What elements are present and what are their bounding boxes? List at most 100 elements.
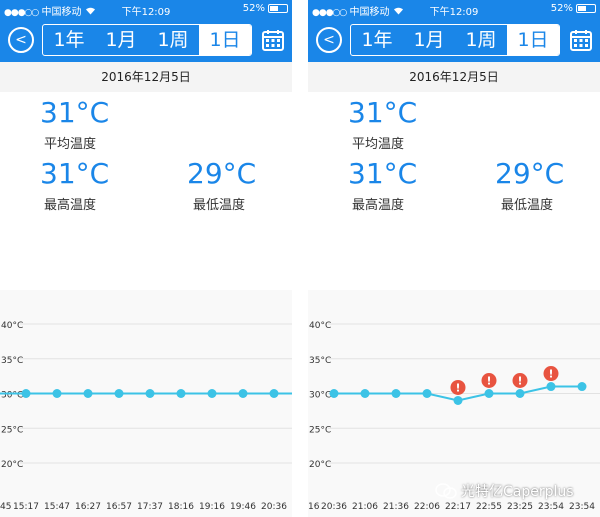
x-tick-label: 15:47 bbox=[44, 502, 70, 512]
calendar-icon[interactable] bbox=[570, 29, 592, 51]
alert-mark: ! bbox=[486, 375, 491, 388]
data-point bbox=[176, 389, 186, 398]
min-temp-value: 29°C bbox=[187, 157, 257, 190]
x-tick-label-partial: 45 bbox=[0, 502, 11, 512]
temperature-chart: 40°C 35°C 30°C 25°C 20°C!!!! 16 20:36 21:06 21:3… bbox=[308, 290, 600, 517]
max-temp-label: 最高温度 bbox=[44, 198, 97, 213]
date-display: 2016年12月5日 bbox=[0, 62, 292, 92]
y-tick-label: 25°C bbox=[309, 425, 331, 435]
temperature-line-chart: 40°C 35°C 30°C 25°C 20°C 45 15:17 15:47 16:27 16:… bbox=[0, 321, 292, 512]
x-tick-label: 21:06 bbox=[352, 502, 378, 512]
tab-1-day[interactable]: 1日 bbox=[199, 25, 251, 55]
temperature-chart: 40°C 35°C 30°C 25°C 20°C 45 15:17 15:47 16:27 16:… bbox=[0, 290, 292, 517]
alert-icon bbox=[512, 373, 528, 388]
y-tick-label: 35°C bbox=[1, 356, 23, 366]
y-tick-label: 20°C bbox=[309, 460, 331, 470]
alert-mark: ! bbox=[548, 368, 553, 381]
screenshot-divider bbox=[292, 0, 308, 517]
y-tick-label: 35°C bbox=[309, 356, 331, 366]
battery-icon bbox=[268, 4, 288, 13]
data-point bbox=[360, 389, 370, 398]
battery-percent: 52% bbox=[242, 3, 265, 14]
y-tick-label: 20°C bbox=[1, 460, 23, 470]
wechat-icon bbox=[435, 483, 457, 499]
status-bar: ●●●○○ 中国移动 下午12:09 52% bbox=[308, 0, 600, 18]
data-point bbox=[207, 389, 217, 398]
max-temp-value: 31°C bbox=[40, 157, 110, 190]
status-time: 下午12:09 bbox=[429, 7, 479, 18]
period-segmented-control: 1年 1月 1周 1日 bbox=[350, 24, 560, 56]
alert-icon bbox=[450, 379, 466, 395]
x-tick-label: 23:54 bbox=[538, 502, 564, 512]
data-point bbox=[114, 389, 124, 398]
x-tick-label: 23:54 bbox=[569, 502, 595, 512]
tab-1-year[interactable]: 1年 bbox=[53, 29, 85, 51]
max-temp-label: 最高温度 bbox=[352, 198, 405, 213]
calendar-icon[interactable] bbox=[262, 29, 284, 51]
avg-temp-label: 平均温度 bbox=[44, 137, 97, 152]
wifi-icon bbox=[85, 7, 96, 18]
x-tick-label: 22:17 bbox=[445, 502, 471, 512]
x-tick-label: 15:17 bbox=[13, 502, 39, 512]
watermark-text: 光特亿Caperplus bbox=[461, 484, 574, 500]
phone-screen-right: ●●●○○ 中国移动 下午12:09 52% < 1年 1月 1周 1日 bbox=[308, 0, 600, 517]
temperature-line-chart: 40°C 35°C 30°C 25°C 20°C!! !! 16 20:36 21:06 21:3… bbox=[308, 321, 600, 512]
nav-bar: < 1年 1月 1周 1日 bbox=[0, 18, 292, 62]
back-arrow-icon[interactable]: < bbox=[8, 27, 34, 53]
data-point bbox=[21, 389, 31, 398]
x-tick-label: 16:57 bbox=[106, 502, 132, 512]
data-point bbox=[145, 389, 155, 398]
nav-bar: < 1年 1月 1周 1日 bbox=[308, 18, 600, 62]
data-point bbox=[546, 382, 556, 392]
status-time: 下午12:09 bbox=[121, 7, 171, 18]
period-segmented-control: 1年 1月 1周 1日 bbox=[42, 24, 252, 56]
data-point bbox=[515, 389, 525, 398]
tab-1-year[interactable]: 1年 bbox=[361, 29, 393, 51]
x-tick-label: 22:55 bbox=[476, 502, 502, 512]
x-tick-label: 17:37 bbox=[137, 502, 163, 512]
min-temp-label: 最低温度 bbox=[193, 198, 246, 213]
max-temp-value: 31°C bbox=[348, 157, 418, 190]
data-point bbox=[484, 389, 494, 398]
battery-icon bbox=[576, 4, 596, 13]
x-tick-label: 23:25 bbox=[507, 502, 533, 512]
y-tick-label: 30°C bbox=[1, 391, 23, 401]
tab-1-day[interactable]: 1日 bbox=[507, 25, 559, 55]
min-temp-label: 最低温度 bbox=[501, 198, 554, 213]
alert-mark: ! bbox=[517, 375, 522, 388]
data-point bbox=[83, 389, 93, 398]
alert-mark: ! bbox=[455, 381, 460, 394]
x-tick-label: 19:16 bbox=[199, 502, 225, 512]
avg-temp-label: 平均温度 bbox=[352, 137, 405, 152]
data-point bbox=[52, 389, 62, 398]
date-display: 2016年12月5日 bbox=[308, 62, 600, 92]
data-point bbox=[238, 389, 248, 398]
x-tick-label: 19:46 bbox=[230, 502, 256, 512]
battery-percent: 52% bbox=[550, 3, 573, 14]
y-tick-label: 40°C bbox=[1, 321, 23, 331]
x-tick-label: 16:27 bbox=[75, 502, 101, 512]
data-point bbox=[577, 382, 587, 392]
avg-temp-value: 31°C bbox=[348, 96, 418, 129]
x-tick-label: 20:36 bbox=[321, 502, 347, 512]
x-tick-label: 21:36 bbox=[383, 502, 409, 512]
tab-1-month[interactable]: 1月 bbox=[105, 29, 137, 51]
data-point bbox=[453, 395, 463, 405]
tab-1-week[interactable]: 1周 bbox=[157, 29, 189, 51]
x-tick-label-partial: 16 bbox=[308, 502, 320, 512]
min-temp-value: 29°C bbox=[495, 157, 565, 190]
carrier-name: 中国移动 bbox=[349, 7, 390, 18]
carrier-name: 中国移动 bbox=[41, 7, 82, 18]
tab-1-month[interactable]: 1月 bbox=[413, 29, 445, 51]
x-tick-label: 20:36 bbox=[261, 502, 287, 512]
x-tick-label: 18:16 bbox=[168, 502, 194, 512]
back-arrow-icon[interactable]: < bbox=[316, 27, 342, 53]
watermark: 光特亿Caperplus bbox=[435, 481, 574, 501]
data-point bbox=[329, 389, 339, 398]
signal-icon: ●●●○○ bbox=[4, 8, 39, 18]
tab-1-week[interactable]: 1周 bbox=[465, 29, 497, 51]
alert-icon bbox=[481, 373, 497, 388]
signal-icon: ●●●○○ bbox=[312, 8, 347, 18]
y-tick-label: 25°C bbox=[1, 425, 23, 435]
y-tick-label: 30°C bbox=[309, 391, 331, 401]
